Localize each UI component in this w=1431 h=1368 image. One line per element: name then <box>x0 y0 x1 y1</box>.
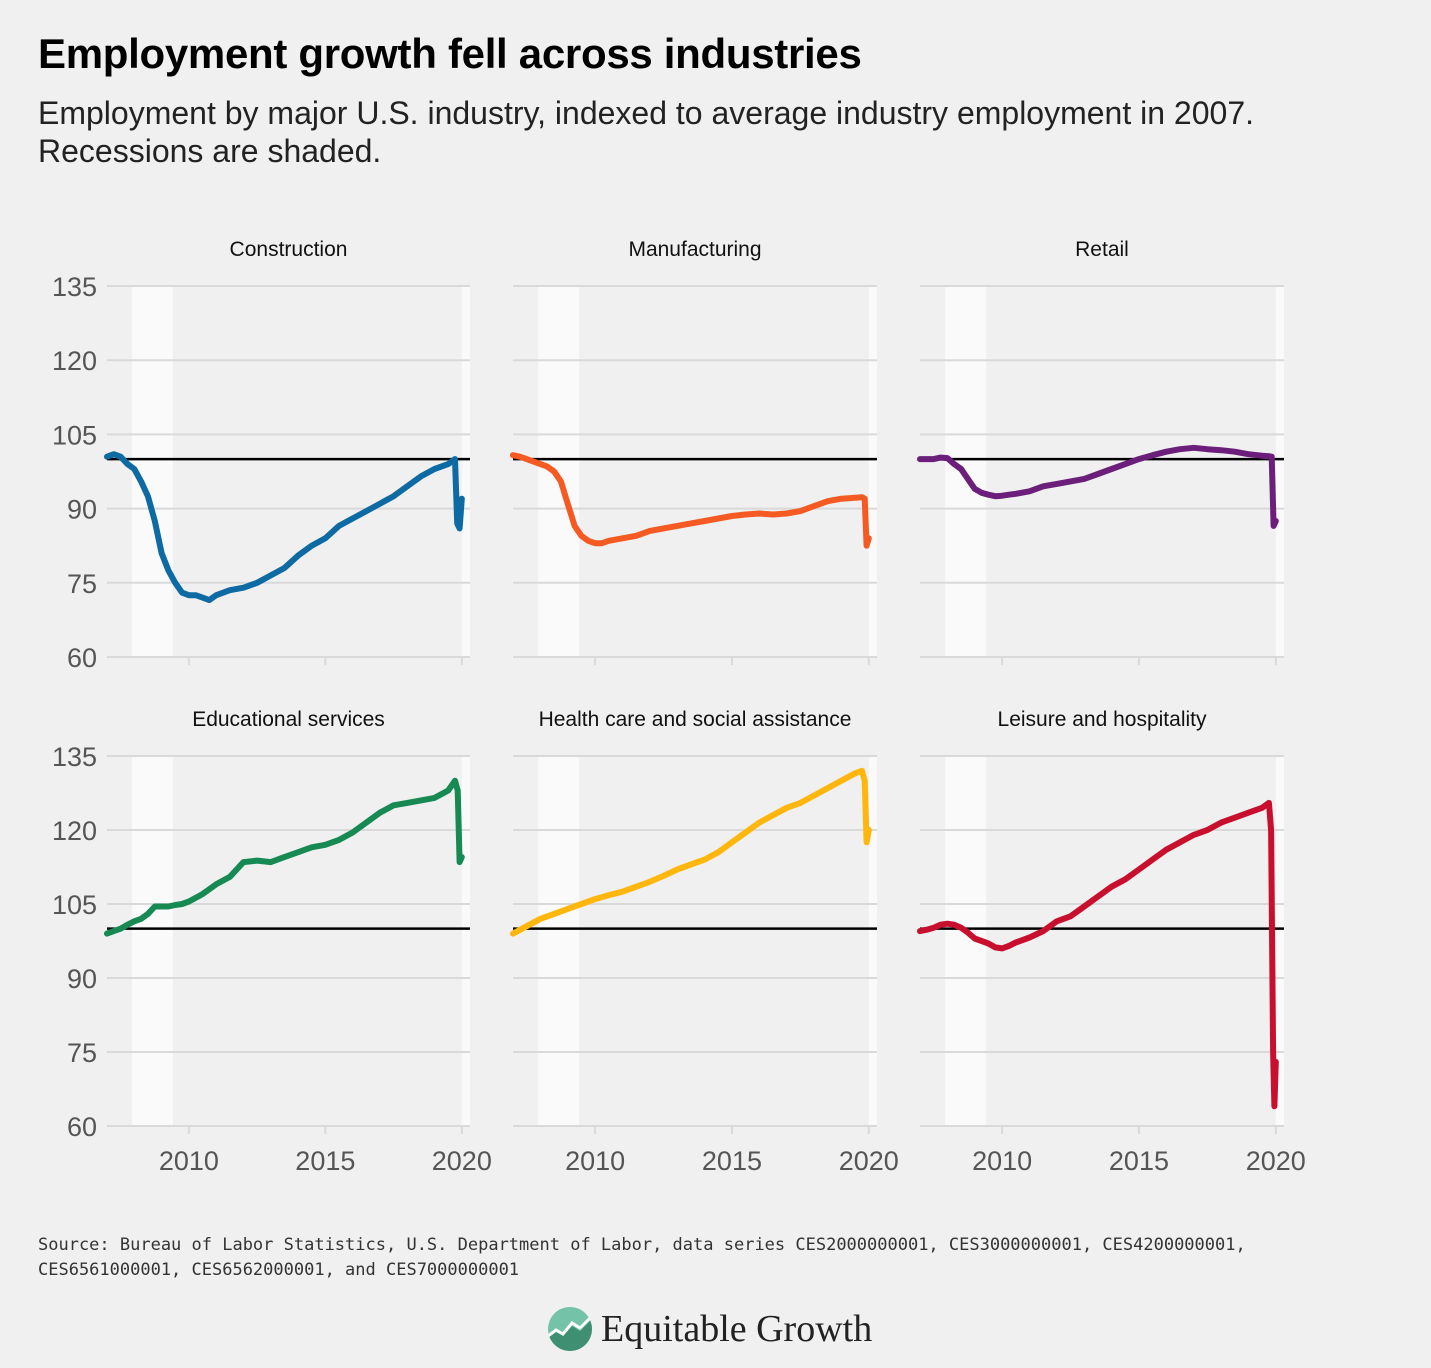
x-tick-label: 2015 <box>295 1146 355 1176</box>
recession-band <box>132 756 174 1126</box>
equitable-growth-logo: Equitable Growth <box>547 1306 872 1352</box>
source-note: Source: Bureau of Labor Statistics, U.S.… <box>38 1235 1246 1280</box>
x-tick-label: 2015 <box>702 1146 762 1176</box>
panel-title: Educational services <box>192 708 385 731</box>
series-line-manufacturing <box>510 452 872 549</box>
y-tick-label: 90 <box>67 964 97 994</box>
x-tick-label: 2020 <box>839 1146 899 1176</box>
x-tick-label: 2010 <box>159 1146 219 1176</box>
x-tick-label: 2020 <box>432 1146 492 1176</box>
y-tick-label: 60 <box>67 1112 97 1142</box>
x-tick-label: 2010 <box>565 1146 625 1176</box>
panel-manufacturing: Manufacturing <box>510 238 877 665</box>
x-tick-label: 2015 <box>1109 1146 1169 1176</box>
x-tick-label: 2020 <box>1246 1146 1306 1176</box>
panel-retail: Retail <box>917 238 1284 665</box>
x-tick-label: 2010 <box>972 1146 1032 1176</box>
recession-band <box>461 286 470 657</box>
y-tick-label: 105 <box>52 420 97 450</box>
y-tick-label: 60 <box>67 643 97 673</box>
series-line-leisure-and-hospitality <box>917 799 1279 1110</box>
panel-title: Leisure and hospitality <box>998 708 1207 731</box>
y-tick-label: 135 <box>52 272 97 302</box>
y-tick-label: 105 <box>52 890 97 920</box>
y-tick-label: 120 <box>52 346 97 376</box>
recession-band <box>461 756 470 1126</box>
panel-construction: 135 120 105 90 75 60 Construction <box>52 238 470 673</box>
panel-health-care-and-social-assistance: 2010 2015 2020 Health care and social assis… <box>510 708 899 1176</box>
recession-band <box>868 756 877 1126</box>
panel-title: Health care and social assistance <box>539 708 852 731</box>
panel-leisure-and-hospitality: 2010 2015 2020 Leisure and hospitality <box>917 708 1306 1176</box>
panel-title: Construction <box>230 238 348 261</box>
y-tick-label: 75 <box>67 1038 97 1068</box>
recession-band <box>538 756 580 1126</box>
series-line-educational-services <box>104 777 465 937</box>
series-line-construction <box>104 451 465 604</box>
chart-subtitle: Employment by major U.S. industry, index… <box>38 95 1254 169</box>
recession-band <box>538 286 580 657</box>
panel-title: Manufacturing <box>628 238 761 261</box>
logo-wordmark: Equitable Growth <box>601 1308 873 1350</box>
chart-title: Employment growth fell across industries <box>38 30 862 77</box>
y-tick-label: 135 <box>52 742 97 772</box>
recession-band <box>1275 756 1284 1126</box>
y-tick-label: 90 <box>67 495 97 525</box>
recession-band <box>1275 286 1284 657</box>
y-tick-label: 120 <box>52 816 97 846</box>
panel-educational-services: 135 120 105 90 75 60 2010 2015 2020 Educational s… <box>52 708 492 1176</box>
series-line-retail <box>917 444 1279 529</box>
recession-band <box>868 286 877 657</box>
small-multiples-plot: 135 120 105 90 75 60 Construction Manufacturing… <box>52 238 1306 1176</box>
panel-title: Retail <box>1075 238 1129 261</box>
growth-chart-logo-icon <box>548 1307 592 1351</box>
series-line-health-care-and-social-assistance <box>510 767 872 937</box>
y-tick-label: 75 <box>67 569 97 599</box>
